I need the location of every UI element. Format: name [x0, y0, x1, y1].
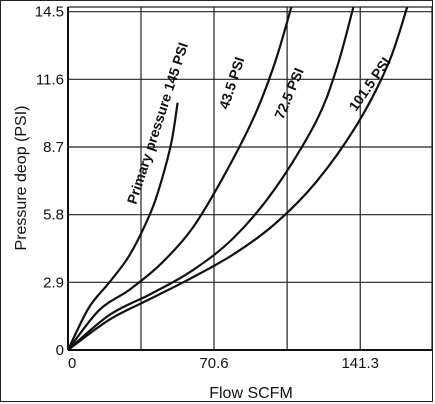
y-tick-label-2: 5.8 [43, 207, 64, 224]
curve-label-72-5-psi: 72.5 PSI [271, 65, 307, 121]
x-tick-label-2: 141.3 [341, 355, 379, 372]
x-tick-label-1: 70.6 [199, 355, 228, 372]
x-axis-title: Flow SCFM [209, 385, 293, 402]
series-line-3 [67, 6, 409, 351]
y-tick-label-0: 0 [56, 342, 64, 359]
y-tick-label-3: 8.7 [43, 139, 64, 156]
curve-label-43-5-psi: 43.5 PSI [216, 55, 248, 111]
y-axis-title: Pressure deop (PSI) [13, 106, 30, 251]
curve-label-145-psi: Primary pressure 145 PSI [124, 40, 191, 206]
y-tick-label-1: 2.9 [43, 274, 64, 291]
series-line-1 [67, 6, 293, 351]
x-tick-label-0: 0 [68, 355, 76, 372]
y-tick-label-4: 11.6 [36, 71, 64, 88]
series-line-2 [67, 6, 355, 351]
series-line-0 [67, 102, 179, 351]
y-tick-label-5: 14.5 [35, 4, 64, 21]
